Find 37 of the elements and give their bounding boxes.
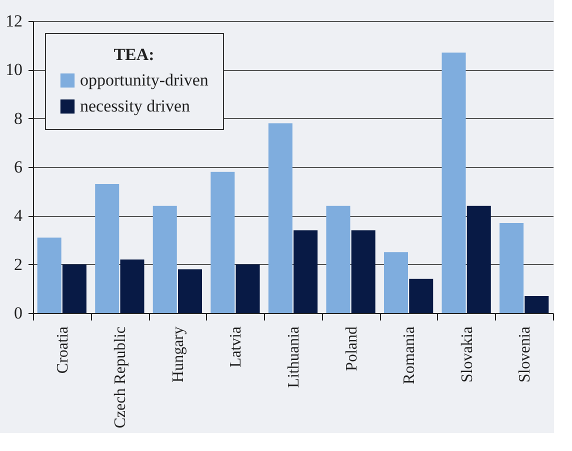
x-tick-label: Hungary xyxy=(170,326,187,382)
y-tick-label: 12 xyxy=(6,12,22,30)
x-tick-label: Czech Republic xyxy=(112,326,130,428)
x-tick-label: Slovakia xyxy=(458,326,476,382)
y-tick-label: 8 xyxy=(14,108,22,128)
bar xyxy=(524,296,549,313)
bar xyxy=(294,230,318,313)
bar xyxy=(384,252,408,313)
y-tick-label: 4 xyxy=(14,206,23,226)
legend-title: TEA: xyxy=(114,45,154,64)
bar xyxy=(62,264,86,313)
bar xyxy=(268,123,292,313)
bar xyxy=(152,206,177,313)
y-tick-label: 6 xyxy=(14,158,22,176)
x-tick-label: Poland xyxy=(343,326,360,371)
legend-label: necessity driven xyxy=(80,96,190,116)
y-tick-label: 0 xyxy=(14,304,22,322)
bar xyxy=(466,206,491,313)
bar xyxy=(409,278,434,313)
y-tick-label: 2 xyxy=(14,254,22,274)
bar xyxy=(120,259,144,313)
bar xyxy=(210,172,235,313)
x-tick-label: Slovenia xyxy=(516,326,534,382)
bar xyxy=(178,269,202,313)
x-tick-label: Lithuania xyxy=(286,326,302,388)
bar xyxy=(37,238,62,313)
bar xyxy=(500,222,524,313)
y-tick-label: 10 xyxy=(6,60,22,80)
legend-label: opportunity-driven xyxy=(80,70,209,90)
x-tick-label: Latvia xyxy=(228,326,245,368)
x-tick-label: Romania xyxy=(401,326,418,384)
bar xyxy=(95,184,120,313)
bar xyxy=(351,230,376,313)
x-tick-label: Croatia xyxy=(54,326,72,374)
bar xyxy=(236,264,260,313)
bar xyxy=(442,52,466,313)
bar xyxy=(326,206,350,313)
